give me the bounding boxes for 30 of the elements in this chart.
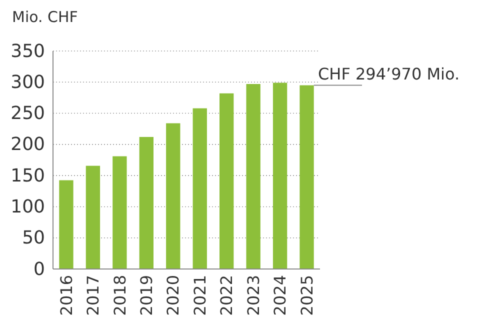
y-tick-label: 200 (10, 134, 45, 156)
bar (139, 136, 154, 269)
bar (192, 108, 207, 269)
bar (86, 166, 100, 269)
y-tick-label: 350 (10, 40, 45, 62)
y-tick-label: 50 (22, 228, 45, 249)
x-tick-label: 2018 (110, 275, 130, 316)
bar (166, 123, 180, 269)
y-axis-title: Mio. CHF (12, 8, 78, 26)
bar (272, 82, 288, 269)
x-tick-label: 2023 (244, 275, 263, 316)
bar (220, 93, 234, 269)
bar (246, 84, 260, 269)
annotation: CHF 294’970 Mio. (318, 64, 460, 84)
x-tick-label: 2019 (137, 275, 156, 316)
y-tick-label: 0 (34, 258, 45, 280)
x-tick-label: 2016 (56, 275, 76, 316)
x-tick-label: 2020 (164, 275, 183, 316)
x-tick-label: 2022 (217, 275, 236, 316)
bar (300, 85, 314, 269)
y-tick-label: 300 (10, 72, 45, 93)
x-tick-label: 2017 (84, 275, 103, 316)
bar (59, 180, 74, 269)
x-tick-label: 2021 (190, 275, 210, 316)
bar (112, 156, 127, 269)
y-tick-label: 150 (10, 165, 45, 186)
y-tick-label: 250 (10, 103, 45, 124)
x-tick-label: 2025 (297, 275, 316, 316)
x-tick-label: 2024 (270, 275, 290, 316)
y-tick-label: 100 (10, 196, 45, 218)
